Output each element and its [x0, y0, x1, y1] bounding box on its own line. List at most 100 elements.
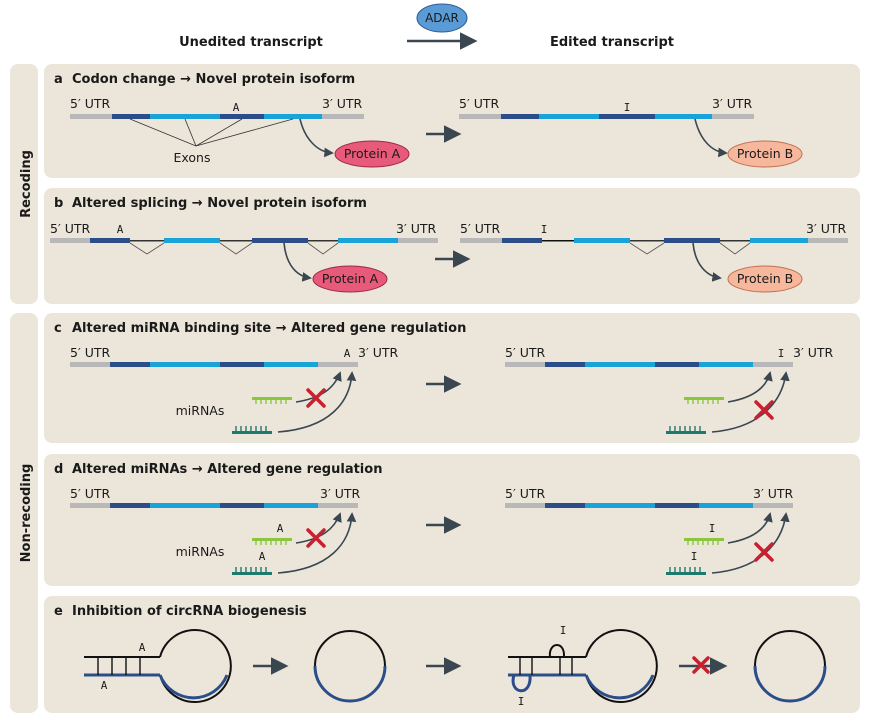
block-x-icon-c: [306, 388, 326, 408]
circrna-precursor-edited: I I: [508, 624, 658, 708]
svg-text:3′ UTR: 3′ UTR: [806, 221, 847, 236]
svg-text:A: A: [139, 641, 146, 654]
svg-text:Protein B: Protein B: [737, 271, 793, 286]
block-x-icon-e: [692, 656, 710, 674]
svg-text:I: I: [541, 223, 548, 236]
non-recoding-side-label: Non-recoding: [19, 464, 34, 563]
mirna-arrow-c-1: [295, 371, 342, 403]
recoding-side-bar: [10, 64, 38, 304]
protein-b-badge-panel-b: Protein B: [727, 265, 803, 293]
mirna-dark-c: [232, 426, 272, 434]
svg-text:5′ UTR: 5′ UTR: [50, 221, 91, 236]
svg-text:I: I: [518, 695, 525, 708]
svg-text:5′ UTR: 5′ UTR: [70, 486, 111, 501]
mirna-light-d-edited: [684, 538, 724, 545]
svg-text:Protein B: Protein B: [737, 146, 793, 161]
protein-a-badge-panel-b: Protein A: [312, 265, 388, 293]
svg-text:A: A: [117, 223, 124, 236]
svg-text:Inhibition of circRNA biogenes: Inhibition of circRNA biogenesis: [72, 604, 307, 619]
svg-text:5′ UTR: 5′ UTR: [460, 221, 501, 236]
panel-d-unedited-transcript: 5′ UTR 3′ UTR: [70, 486, 361, 508]
edited-header: Edited transcript: [550, 35, 674, 50]
svg-text:d: d: [54, 462, 63, 477]
mirna-a-label-2: A: [259, 550, 266, 563]
mirna-arrow-d-1: [295, 512, 342, 544]
block-x-icon-d-edited: [754, 542, 774, 562]
circrna-product-unedited: [313, 630, 387, 703]
svg-text:3′ UTR: 3′ UTR: [358, 345, 399, 360]
panel-c-edited-transcript: 5′ UTR 3′ UTR I: [505, 345, 834, 367]
non-recoding-side-bar: [10, 313, 38, 713]
svg-text:5′ UTR: 5′ UTR: [459, 96, 500, 111]
svg-text:3′ UTR: 3′ UTR: [753, 486, 794, 501]
svg-text:Protein A: Protein A: [322, 271, 379, 286]
panel-e-title: e Inhibition of circRNA biogenesis: [54, 604, 307, 619]
adar-label: ADAR: [425, 11, 459, 25]
svg-text:5′ UTR: 5′ UTR: [70, 96, 111, 111]
mirna-arrow-d-2: [277, 512, 357, 574]
translate-arrow-a-edited: [694, 118, 728, 158]
mirna-i-label-2: I: [691, 550, 698, 563]
svg-text:c: c: [54, 321, 62, 336]
exons-leaders: [129, 118, 294, 147]
panel-a-edited-transcript: 5′ UTR 3′ UTR I: [459, 96, 754, 119]
mirnas-label-d: miRNAs: [176, 544, 225, 559]
svg-text:I: I: [624, 101, 631, 114]
block-x-icon-d: [306, 528, 326, 548]
panel-a-title: a Codon change → Novel protein isoform: [54, 72, 355, 87]
panel-d-title: d Altered miRNAs → Altered gene regulati…: [54, 462, 382, 477]
circrna-precursor-unedited: A A: [84, 629, 232, 703]
svg-text:A: A: [233, 101, 240, 114]
mirna-light-c-edited: [684, 397, 724, 404]
svg-text:Codon change → Novel protein i: Codon change → Novel protein isoform: [72, 72, 355, 87]
svg-text:5′ UTR: 5′ UTR: [505, 486, 546, 501]
panel-c-unedited-transcript: 5′ UTR 3′ UTR A: [70, 345, 399, 367]
panel-a: [44, 64, 860, 178]
svg-text:Altered miRNAs → Altered gene: Altered miRNAs → Altered gene regulation: [72, 462, 382, 477]
svg-text:A: A: [101, 679, 108, 692]
panel-b-edited-transcript: 5′ UTR 3′ UTR I: [460, 221, 848, 255]
translate-arrow-a: [299, 118, 334, 158]
mirna-arrow-d-edited-1: [727, 512, 773, 544]
svg-text:3′ UTR: 3′ UTR: [396, 221, 437, 236]
protein-a-badge-panel-a: Protein A: [334, 140, 410, 168]
svg-text:3′ UTR: 3′ UTR: [320, 486, 361, 501]
mirna-a-label-1: A: [277, 522, 284, 535]
panel-a-unedited-transcript: 5′ UTR 3′ UTR A: [70, 96, 364, 119]
svg-text:5′ UTR: 5′ UTR: [505, 345, 546, 360]
mirna-dark-c-edited: [666, 426, 706, 434]
mirna-arrow-c-2: [277, 371, 357, 433]
block-x-icon-c-edited: [754, 400, 774, 420]
mirna-arrow-c-edited-1: [727, 371, 773, 403]
panel-e: [44, 596, 860, 713]
adar-enzyme: ADAR: [416, 3, 468, 33]
mirna-dark-d-edited: [666, 567, 706, 575]
svg-text:3′ UTR: 3′ UTR: [322, 96, 363, 111]
translate-arrow-b: [283, 242, 312, 282]
panel-b-unedited-transcript: 5′ UTR 3′ UTR A: [50, 221, 438, 255]
mirna-light-d: [252, 538, 292, 545]
svg-text:Altered miRNA binding site → A: Altered miRNA binding site → Altered gen…: [72, 321, 466, 336]
translate-arrow-b-edited: [692, 242, 722, 282]
mirna-light-c: [252, 397, 292, 404]
recoding-side-label: Recoding: [19, 150, 34, 218]
svg-text:3′ UTR: 3′ UTR: [712, 96, 753, 111]
exons-label: Exons: [174, 150, 211, 165]
mirnas-label-c: miRNAs: [176, 403, 225, 418]
mirna-i-label-1: I: [709, 522, 716, 535]
panel-b: [44, 188, 860, 304]
svg-text:I: I: [560, 624, 567, 637]
panel-c-title: c Altered miRNA binding site → Altered g…: [54, 321, 466, 336]
protein-b-badge-panel-a: Protein B: [727, 140, 803, 168]
svg-text:3′ UTR: 3′ UTR: [793, 345, 834, 360]
unedited-header: Unedited transcript: [179, 35, 323, 50]
svg-text:b: b: [54, 196, 63, 211]
svg-text:A: A: [344, 347, 351, 360]
circrna-product-edited: [753, 630, 827, 703]
svg-text:Altered splicing → Novel prote: Altered splicing → Novel protein isoform: [72, 196, 367, 211]
svg-text:Protein A: Protein A: [344, 146, 401, 161]
svg-text:a: a: [54, 72, 63, 87]
svg-text:5′ UTR: 5′ UTR: [70, 345, 111, 360]
panel-b-title: b Altered splicing → Novel protein isofo…: [54, 196, 367, 211]
